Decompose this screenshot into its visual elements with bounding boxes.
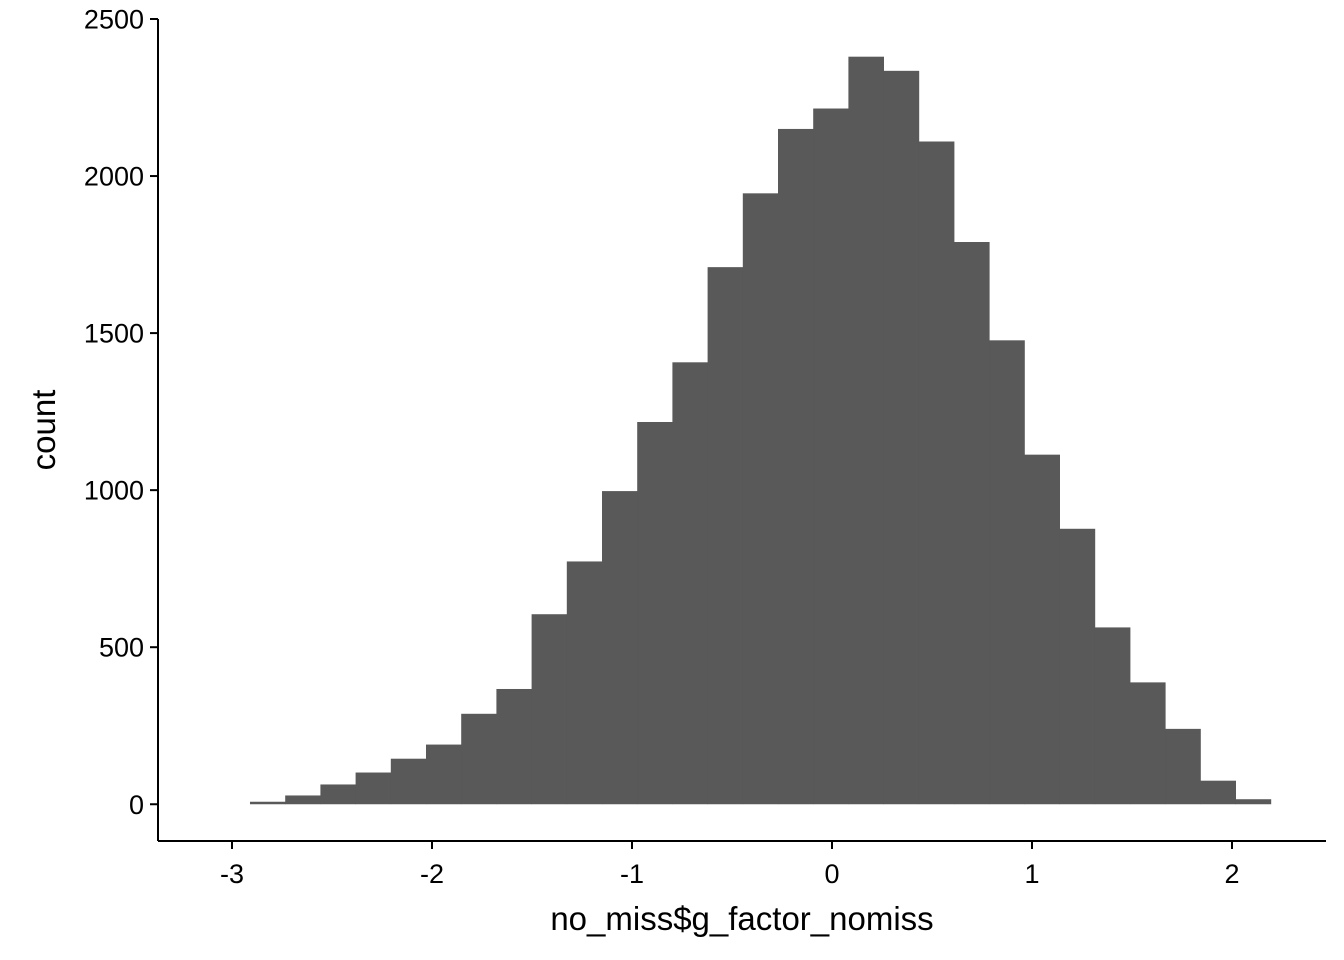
y-axis-title: count — [25, 390, 62, 471]
histogram-bar — [813, 108, 849, 805]
y-axis-ticks: 0 500 1000 1500 2000 2500 — [84, 5, 158, 820]
histogram-bar — [1165, 728, 1201, 805]
y-tick-label: 0 — [129, 790, 144, 820]
histogram-bar — [918, 141, 955, 805]
histogram-bar — [496, 688, 532, 805]
histogram-bar — [320, 784, 356, 805]
x-axis-title: no_miss$g_factor_nomiss — [550, 900, 933, 937]
histogram-bar — [602, 491, 638, 805]
y-tick-label: 2500 — [84, 5, 144, 35]
x-tick-label: -3 — [220, 859, 244, 889]
histogram-bar — [637, 421, 673, 805]
histogram-bar — [1059, 528, 1096, 805]
histogram-bar — [531, 614, 568, 805]
x-tick-label: -1 — [620, 859, 644, 889]
x-tick-label: 1 — [1024, 859, 1039, 889]
x-tick-label: 0 — [824, 859, 839, 889]
histogram-bar — [1094, 627, 1131, 805]
histogram-bar — [1200, 780, 1236, 805]
histogram-bar — [1130, 682, 1166, 805]
histogram-bar — [461, 713, 497, 805]
x-tick-label: -2 — [420, 859, 444, 889]
histogram-bar — [989, 340, 1025, 805]
histogram-bar — [883, 70, 920, 805]
histogram-bar — [566, 561, 603, 805]
histogram-bar — [742, 193, 779, 805]
histogram-bars — [250, 56, 1272, 805]
y-tick-label: 500 — [99, 633, 144, 663]
histogram-bar — [355, 772, 392, 805]
x-axis-ticks: -3 -2 -1 0 1 2 — [220, 841, 1240, 889]
histogram-bar — [390, 758, 427, 805]
histogram-bar — [1024, 454, 1060, 805]
histogram-bar — [285, 795, 321, 805]
y-tick-label: 1500 — [84, 319, 144, 349]
x-tick-label: 2 — [1224, 859, 1239, 889]
histogram-bar — [954, 242, 990, 805]
histogram-bar — [250, 801, 286, 805]
histogram-bar — [672, 362, 708, 805]
histogram-bar — [778, 128, 814, 805]
histogram-bar — [707, 267, 744, 805]
y-tick-label: 1000 — [84, 476, 144, 506]
histogram-bar — [848, 56, 884, 805]
histogram-bar — [426, 744, 462, 805]
y-tick-label: 2000 — [84, 162, 144, 192]
histogram-bar — [1235, 799, 1272, 805]
